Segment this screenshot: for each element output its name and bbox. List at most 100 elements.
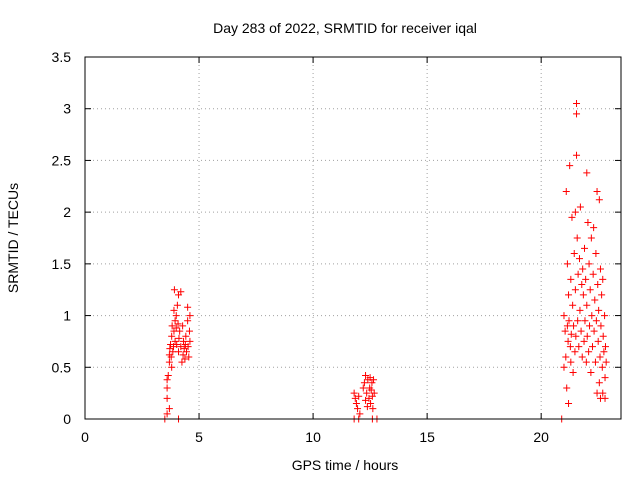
data-point — [567, 330, 575, 338]
y-tick-label: 2 — [63, 204, 71, 220]
data-point — [594, 281, 602, 289]
data-point — [585, 348, 593, 356]
data-point — [168, 363, 176, 371]
data-point — [599, 389, 607, 397]
data-point — [175, 348, 183, 356]
y-tick-label: 1 — [63, 308, 71, 324]
data-point — [170, 286, 178, 294]
data-point — [585, 260, 593, 268]
data-point — [601, 394, 609, 402]
data-point — [598, 291, 606, 299]
data-point — [560, 363, 568, 371]
data-point — [574, 317, 582, 325]
data-point — [583, 169, 591, 177]
y-tick-label: 2.5 — [52, 152, 72, 168]
data-point — [173, 341, 181, 349]
x-tick-label: 15 — [419, 429, 435, 445]
data-point — [563, 384, 571, 392]
data-point — [574, 270, 582, 278]
plot-frame — [84, 56, 622, 420]
data-point — [363, 403, 371, 411]
y-tick-label: 3 — [63, 101, 71, 117]
data-point — [560, 312, 568, 320]
data-point — [363, 389, 371, 397]
data-point — [587, 368, 595, 376]
x-axis-label: GPS time / hours — [292, 457, 399, 473]
data-point — [602, 358, 610, 366]
data-point — [564, 337, 572, 345]
data-point — [186, 312, 194, 320]
data-point — [163, 384, 171, 392]
data-point — [573, 151, 581, 159]
x-tick-label: 5 — [195, 429, 203, 445]
data-point — [567, 358, 575, 366]
data-point — [561, 327, 569, 335]
data-point — [583, 332, 591, 340]
data-point — [592, 317, 600, 325]
data-point — [575, 255, 583, 263]
data-point — [576, 203, 584, 211]
data-point — [600, 348, 608, 356]
data-point — [163, 410, 171, 418]
data-point — [594, 337, 602, 345]
data-point — [601, 343, 609, 351]
data-point — [597, 322, 605, 330]
data-point — [571, 348, 579, 356]
data-point — [563, 260, 571, 268]
data-point — [565, 317, 573, 325]
data-point — [580, 337, 588, 345]
y-tick-label: 0.5 — [52, 359, 72, 375]
data-point — [369, 405, 377, 413]
data-point — [563, 322, 571, 330]
data-point — [355, 392, 363, 400]
y-tick-label: 3.5 — [52, 49, 72, 65]
data-point — [176, 327, 184, 335]
data-point — [573, 110, 581, 118]
data-point — [178, 358, 186, 366]
data-point — [575, 343, 583, 351]
points-layer — [161, 100, 610, 423]
data-point — [578, 353, 586, 361]
data-point — [181, 355, 189, 363]
y-axis-label: SRMTID / TECUs — [5, 183, 21, 293]
data-point — [588, 312, 596, 320]
grid-layer — [85, 57, 621, 419]
data-point — [596, 265, 604, 273]
data-point — [601, 312, 609, 320]
data-point — [184, 303, 192, 311]
data-point — [582, 358, 590, 366]
data-point — [167, 353, 175, 361]
data-point — [164, 372, 172, 380]
data-point — [352, 399, 360, 407]
data-point — [185, 327, 193, 335]
data-point — [350, 389, 358, 397]
data-point — [180, 337, 188, 345]
data-point — [568, 213, 576, 221]
data-point — [354, 405, 362, 413]
data-point — [367, 399, 375, 407]
x-tick-label: 10 — [305, 429, 321, 445]
data-point — [590, 224, 598, 232]
data-point — [163, 376, 171, 384]
data-point — [587, 234, 595, 242]
data-point — [368, 392, 376, 400]
data-point — [590, 327, 598, 335]
data-point — [168, 322, 176, 330]
data-point — [599, 332, 607, 340]
data-point — [595, 196, 603, 204]
data-point — [165, 358, 173, 366]
data-point — [586, 322, 594, 330]
data-point — [592, 250, 600, 258]
data-point — [173, 301, 181, 309]
data-point — [179, 351, 187, 359]
data-point — [182, 332, 190, 340]
data-point — [593, 187, 601, 195]
data-point — [586, 286, 594, 294]
data-point — [356, 410, 364, 418]
data-point — [595, 379, 603, 387]
data-point — [591, 358, 599, 366]
data-point — [595, 306, 603, 314]
data-point — [572, 332, 580, 340]
